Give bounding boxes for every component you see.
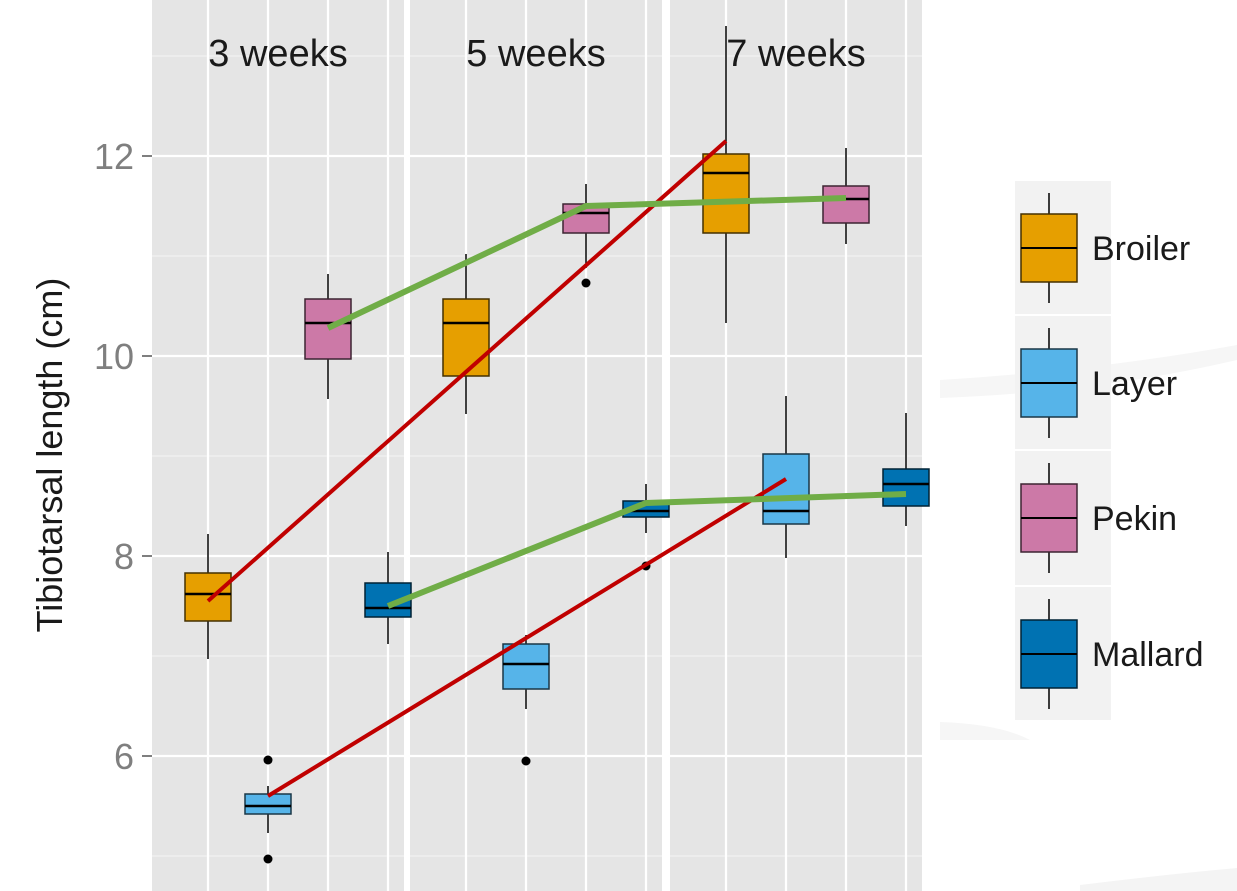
box-broiler-5-weeks bbox=[442, 254, 490, 414]
trend-line bbox=[386, 491, 907, 609]
facet-label: 3 weeks bbox=[208, 33, 347, 75]
legend-label: Broiler bbox=[1092, 230, 1190, 268]
facet-panels bbox=[152, 0, 922, 891]
box-pekin-7-weeks bbox=[822, 148, 870, 244]
legend-item-broiler: Broiler bbox=[1020, 193, 1190, 303]
facet-panel-3-weeks bbox=[152, 0, 404, 891]
facet-label: 5 weeks bbox=[466, 33, 605, 75]
facet-label: 7 weeks bbox=[726, 33, 865, 75]
facet-panel-7-weeks bbox=[670, 0, 922, 891]
box-iqr bbox=[822, 185, 870, 224]
legend-label: Layer bbox=[1092, 365, 1177, 403]
panel-background bbox=[670, 0, 922, 891]
box-mallard-7-weeks bbox=[882, 413, 930, 526]
outlier-point bbox=[521, 756, 531, 766]
box-iqr bbox=[702, 153, 750, 234]
facet-panel-5-weeks bbox=[410, 0, 662, 891]
box-iqr bbox=[244, 793, 292, 815]
legend-label: Pekin bbox=[1092, 500, 1177, 538]
legend-item-pekin: Pekin bbox=[1015, 449, 1177, 573]
legend: Broiler Layer Pekin Mallard bbox=[1015, 181, 1203, 720]
legend-label: Mallard bbox=[1092, 636, 1203, 674]
trend-lines bbox=[206, 139, 907, 798]
outlier-point bbox=[263, 854, 273, 864]
box-broiler-7-weeks bbox=[702, 26, 750, 323]
box-layer-5-weeks bbox=[502, 635, 550, 766]
panel-background bbox=[410, 0, 662, 891]
trend-line bbox=[206, 139, 728, 603]
boxplots bbox=[184, 26, 930, 864]
facet-strip-labels: 3 weeks 5 weeks 7 weeks bbox=[208, 33, 865, 75]
trend-line bbox=[266, 477, 788, 798]
y-tick-label: 12 bbox=[94, 136, 134, 177]
panel-background bbox=[152, 0, 404, 891]
box-iqr bbox=[442, 298, 490, 377]
box-pekin-3-weeks bbox=[304, 274, 352, 399]
box-iqr bbox=[304, 298, 352, 360]
y-tick-label: 10 bbox=[94, 336, 134, 377]
legend-item-mallard: Mallard bbox=[1015, 585, 1203, 709]
legend-item-layer: Layer bbox=[1015, 314, 1177, 438]
outlier-point bbox=[263, 755, 273, 765]
box-iqr bbox=[502, 643, 550, 690]
outlier-point bbox=[581, 278, 591, 288]
box-iqr bbox=[184, 572, 232, 622]
trend-line bbox=[326, 195, 847, 331]
y-tick-label: 6 bbox=[114, 736, 134, 777]
box-layer-3-weeks bbox=[244, 755, 292, 864]
y-tick-label: 8 bbox=[114, 536, 134, 577]
y-axis-label: Tibiotarsal length (cm) bbox=[29, 278, 70, 633]
y-axis: 6 8 10 12 bbox=[94, 136, 152, 777]
box-iqr bbox=[882, 468, 930, 507]
box-broiler-3-weeks bbox=[184, 534, 232, 659]
